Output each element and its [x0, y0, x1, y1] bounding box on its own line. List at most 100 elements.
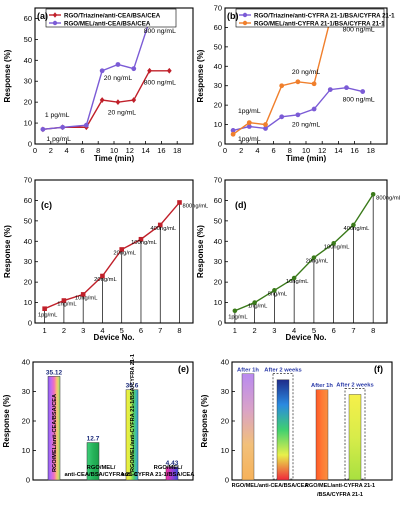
x-tick-label: 7	[158, 326, 162, 335]
x-tick-label: 4	[100, 326, 104, 335]
y-tick-label: 40	[22, 358, 30, 367]
bar	[165, 466, 179, 481]
data-point	[42, 306, 47, 311]
bar-category-label: anti-CYFRA 21-1/BSA/CEA	[122, 472, 196, 478]
x-tick-label: 5	[312, 326, 316, 335]
data-point	[295, 79, 301, 85]
data-point	[327, 87, 333, 92]
x-tick-label: 16	[157, 146, 165, 155]
legend-marker	[52, 20, 58, 26]
data-point	[230, 131, 236, 137]
data-point	[115, 99, 121, 106]
data-label: 20ng/mL	[94, 277, 117, 283]
x-tick-label: 2	[49, 146, 53, 155]
y-axis-label: Response (%)	[196, 49, 205, 102]
bar-value-label: 30.6	[126, 383, 139, 390]
plot-frame	[231, 361, 393, 481]
data-point	[263, 126, 268, 131]
x-axis-label: Device No.	[286, 333, 327, 342]
y-tick-label: 60	[24, 14, 32, 23]
series-label: After 1h	[311, 383, 333, 389]
annotation: 1pg/mL	[238, 136, 261, 143]
data-point	[232, 308, 238, 314]
x-tick-label: 14	[334, 146, 342, 155]
legend-label: RGO/MEL/anti-CEA/BSA/CEA	[64, 20, 151, 27]
data-point	[100, 273, 105, 279]
data-point	[311, 81, 317, 87]
data-point	[99, 97, 105, 103]
x-tick-label: 1	[233, 326, 237, 335]
y-axis-label: Response (%)	[196, 225, 205, 278]
data-point	[344, 85, 349, 91]
annotation: 800 ng/mL	[343, 96, 375, 103]
data-label: 1pg/mL	[38, 313, 58, 319]
x-tick-label: 4	[292, 326, 296, 335]
y-tick-label: 70	[24, 176, 32, 185]
bar	[241, 373, 255, 481]
x-tick-label: 12	[126, 146, 134, 155]
data-point	[311, 106, 317, 112]
data-point	[230, 127, 236, 133]
x-tick-label: 3	[81, 326, 85, 335]
data-point	[279, 114, 285, 120]
x-tick-label: 18	[367, 146, 375, 155]
y-tick-label: 30	[214, 257, 222, 266]
y-tick-label: 40	[214, 237, 222, 246]
data-label: 800ng/mL	[183, 203, 210, 209]
annotation: 800 ng/mL	[144, 28, 176, 35]
data-point	[147, 67, 152, 74]
x-tick-label: 4	[255, 146, 259, 155]
panel-label: (b)	[227, 11, 239, 21]
plot-frame	[224, 179, 388, 324]
y-tick-label: 20	[22, 417, 30, 426]
data-label: 100ng/mL	[324, 244, 351, 250]
y-tick-label: 0	[26, 476, 30, 485]
x-tick-label: 8	[371, 326, 375, 335]
y-tick-label: 0	[218, 319, 222, 328]
x-tick-label: 8	[177, 326, 181, 335]
y-tick-label: 30	[22, 387, 30, 396]
x-axis-label: Device No.	[94, 333, 135, 342]
panel-label: (a)	[37, 11, 48, 21]
y-tick-label: 60	[24, 196, 32, 205]
bar-value-label: 35.12	[46, 369, 63, 376]
annotation: 1 pg/mL	[45, 112, 70, 119]
x-tick-label: 6	[80, 146, 84, 155]
legend-label: RGO/MEL/anti-CYFRA 21-1/BSA/CYFRA 21-1	[254, 20, 385, 27]
data-point	[351, 222, 356, 228]
data-point	[60, 124, 66, 130]
data-label: 1ng/mL	[57, 302, 77, 308]
annotation: 20 ng/mL	[108, 110, 137, 117]
data-point	[166, 67, 172, 74]
bar	[315, 389, 329, 481]
x-tick-label: 8	[288, 146, 292, 155]
x-tick-label: 14	[141, 146, 149, 155]
bar-category-label: RGO/MEL/	[154, 465, 183, 471]
data-point	[157, 222, 163, 228]
y-tick-label: 50	[24, 216, 32, 225]
data-label: 400ng/mL	[344, 226, 371, 232]
data-point	[115, 62, 121, 67]
y-tick-label: 20	[214, 278, 222, 287]
y-tick-label: 60	[214, 196, 222, 205]
legend-marker	[242, 12, 248, 18]
y-tick-label: 40	[24, 56, 32, 65]
y-tick-label: 0	[225, 476, 229, 485]
data-label: 400ng/mL	[150, 226, 177, 232]
annotation: 20 ng/mL	[292, 69, 321, 76]
y-tick-label: 20	[214, 101, 222, 110]
y-tick-label: 20	[24, 98, 32, 107]
x-tick-label: 12	[318, 146, 326, 155]
data-point	[370, 192, 376, 197]
data-label: 10ng/mL	[75, 295, 98, 301]
bar-category-label: RGO/MEL/anti-CEA/BSA/CEA	[52, 394, 58, 472]
data-label: 1pg/mL	[228, 315, 248, 321]
x-tick-label: 2	[239, 146, 243, 155]
bar-category-label: anti-CEA/BSA/CYFRA 21-1	[65, 472, 139, 478]
y-tick-label: 70	[214, 4, 222, 13]
y-tick-label: 20	[221, 417, 229, 426]
data-point	[246, 120, 252, 126]
data-label: 20ng/mL	[306, 259, 329, 265]
legend-label: RGO/Triazine/anti-CYFRA 21-1/BSA/CYFRA 2…	[254, 12, 395, 19]
x-category-label: RGO/MEL/anti-CEA/BSA/CEA	[232, 483, 309, 489]
